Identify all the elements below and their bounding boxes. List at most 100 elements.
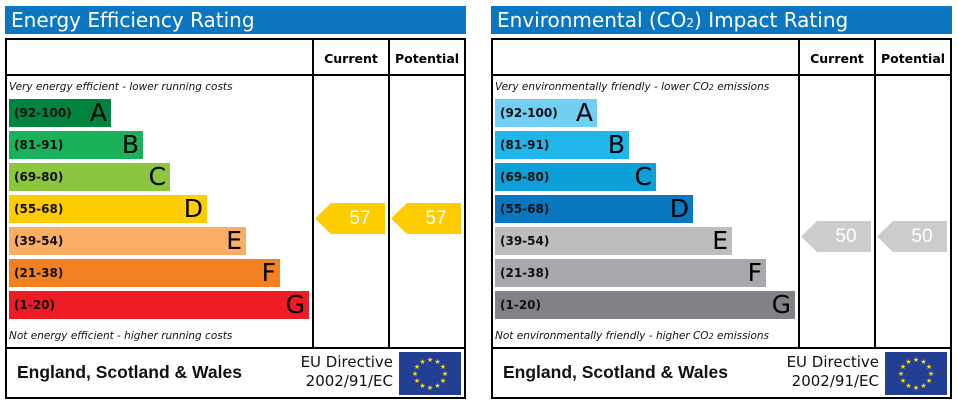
energy-band-a: (92-100) A — [9, 98, 111, 127]
svg-text:★: ★ — [898, 370, 904, 378]
footer-directive: EU Directive 2002/91/EC — [289, 353, 393, 391]
energy-top-note: Very energy efficient - lower running co… — [9, 81, 233, 93]
energy-current-header: Current — [324, 51, 378, 66]
energy-header-row — [7, 40, 464, 76]
band-range: (55-68) — [500, 202, 550, 216]
svg-text:★: ★ — [905, 382, 911, 390]
directive-line-1: EU Directive — [300, 353, 393, 371]
environmental-footer: England, Scotland & Wales EU Directive 2… — [493, 347, 950, 397]
environmental-band-f: (21-38) F — [495, 258, 766, 287]
environmental-band-e: (39-54) E — [495, 226, 732, 255]
svg-text:★: ★ — [434, 358, 440, 366]
energy-potential-arrow: 57 — [391, 203, 461, 234]
environmental-band-g: (1-20) G — [495, 290, 795, 319]
svg-text:★: ★ — [419, 358, 425, 366]
environmental-table: Current Potential Very environmentally f… — [491, 38, 952, 399]
band-range: (1-20) — [500, 298, 541, 312]
svg-text:★: ★ — [900, 363, 906, 371]
footer-region: England, Scotland & Wales — [17, 362, 242, 382]
svg-text:★: ★ — [440, 377, 446, 385]
band-letter: F — [747, 258, 762, 287]
column-divider — [388, 40, 390, 347]
band-range: (1-20) — [14, 298, 55, 312]
band-letter: E — [712, 226, 728, 255]
band-letter: C — [634, 162, 652, 191]
directive-line-1: EU Directive — [786, 353, 879, 371]
band-letter: B — [121, 130, 139, 159]
energy-potential-header: Potential — [394, 51, 460, 66]
band-letter: A — [575, 98, 593, 127]
svg-text:★: ★ — [419, 382, 425, 390]
band-range: (39-54) — [500, 234, 550, 248]
svg-text:★: ★ — [920, 382, 926, 390]
band-range: (39-54) — [14, 234, 64, 248]
band-letter: C — [148, 162, 166, 191]
svg-text:★: ★ — [905, 358, 911, 366]
energy-band-g: (1-20) G — [9, 290, 309, 319]
band-range: (92-100) — [500, 106, 558, 120]
band-letter: F — [261, 258, 276, 287]
band-letter: E — [226, 226, 242, 255]
eu-flag-icon: ★ ★ ★ ★ ★ ★ ★ ★ ★ ★ ★ ★ — [399, 352, 461, 395]
column-divider — [874, 40, 876, 347]
environmental-header-row — [493, 40, 950, 76]
environmental-potential-header: Potential — [880, 51, 946, 66]
energy-band-f: (21-38) F — [9, 258, 280, 287]
energy-bottom-note: Not energy efficient - higher running co… — [9, 330, 233, 342]
energy-current-arrow: 57 — [315, 203, 385, 234]
band-range: (81-91) — [14, 138, 64, 152]
svg-text:★: ★ — [427, 356, 433, 364]
energy-potential-value: 57 — [425, 208, 447, 229]
svg-text:★: ★ — [440, 363, 446, 371]
energy-current-value: 57 — [349, 208, 371, 229]
environmental-bottom-note: Not environmentally friendly - higher CO… — [495, 330, 770, 342]
environmental-top-note: Very environmentally friendly - lower CO… — [495, 81, 770, 93]
svg-text:★: ★ — [928, 370, 934, 378]
svg-text:★: ★ — [414, 377, 420, 385]
environmental-title: Environmental (CO2) Impact Rating — [491, 6, 952, 34]
band-range: (81-91) — [500, 138, 550, 152]
svg-text:★: ★ — [926, 377, 932, 385]
environmental-potential-value: 50 — [911, 226, 933, 247]
svg-text:★: ★ — [427, 384, 433, 392]
band-range: (69-80) — [14, 170, 64, 184]
column-divider — [798, 40, 800, 347]
band-range: (92-100) — [14, 106, 72, 120]
band-letter: G — [285, 290, 305, 319]
energy-band-e: (39-54) E — [9, 226, 246, 255]
energy-table: Current Potential Very energy efficient … — [5, 38, 466, 399]
band-range: (21-38) — [14, 266, 64, 280]
svg-text:★: ★ — [900, 377, 906, 385]
svg-text:★: ★ — [920, 358, 926, 366]
energy-band-d: (55-68) D — [9, 194, 207, 223]
footer-directive: EU Directive 2002/91/EC — [775, 353, 879, 391]
column-divider — [312, 40, 314, 347]
environmental-potential-arrow: 50 — [877, 221, 947, 252]
environmental-current-arrow: 50 — [801, 221, 871, 252]
environmental-current-header: Current — [810, 51, 864, 66]
band-range: (55-68) — [14, 202, 64, 216]
environmental-band-b: (81-91) B — [495, 130, 629, 159]
svg-text:★: ★ — [412, 370, 418, 378]
energy-band-b: (81-91) B — [9, 130, 143, 159]
energy-footer: England, Scotland & Wales EU Directive 2… — [7, 347, 464, 397]
energy-efficiency-panel: Energy Efficiency Rating Current Potenti… — [5, 6, 466, 399]
band-letter: D — [669, 194, 689, 223]
energy-band-c: (69-80) C — [9, 162, 170, 191]
svg-text:★: ★ — [926, 363, 932, 371]
environmental-impact-panel: Environmental (CO2) Impact Rating Curren… — [491, 6, 952, 399]
svg-text:★: ★ — [414, 363, 420, 371]
svg-text:★: ★ — [913, 356, 919, 364]
band-letter: D — [183, 194, 203, 223]
band-range: (21-38) — [500, 266, 550, 280]
band-letter: G — [771, 290, 791, 319]
band-range: (69-80) — [500, 170, 550, 184]
svg-text:★: ★ — [434, 382, 440, 390]
environmental-band-c: (69-80) C — [495, 162, 656, 191]
energy-title: Energy Efficiency Rating — [5, 6, 466, 34]
svg-text:★: ★ — [913, 384, 919, 392]
environmental-current-value: 50 — [835, 226, 857, 247]
directive-line-2: 2002/91/EC — [305, 372, 393, 390]
band-letter: A — [89, 98, 107, 127]
eu-flag-icon: ★ ★ ★ ★ ★ ★ ★ ★ ★ ★ ★ ★ — [885, 352, 947, 395]
